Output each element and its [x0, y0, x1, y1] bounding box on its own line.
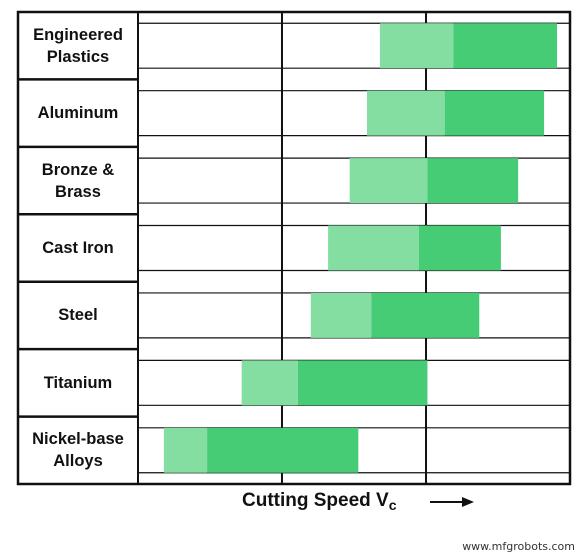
x-axis-label-subscript: c — [388, 497, 397, 513]
chart-frame — [16, 10, 572, 486]
bar-light-0 — [379, 23, 454, 69]
bar-dark-4 — [371, 292, 480, 338]
outer-border — [16, 10, 572, 486]
row-label: Titanium — [43, 373, 113, 392]
bar-light-6 — [163, 427, 208, 473]
bar-light-2 — [349, 158, 428, 204]
bar-dark-5 — [297, 360, 428, 406]
bar-light-1 — [366, 90, 445, 136]
bar-dark-6 — [207, 427, 359, 473]
row-label: Bronze & Brass — [41, 160, 115, 201]
x-axis-label: Cutting Speed Vc — [242, 490, 397, 513]
row-label: Nickel-base Alloys — [32, 430, 124, 471]
row-label: Aluminum — [37, 104, 119, 123]
bar-light-3 — [328, 225, 419, 271]
bar-dark-3 — [418, 225, 501, 271]
bar-dark-2 — [427, 158, 519, 204]
bar-dark-1 — [444, 90, 545, 136]
row-label: Engineered Plastics — [33, 25, 123, 66]
row-label: Cast Iron — [42, 238, 114, 257]
bar-dark-0 — [453, 23, 558, 69]
bars — [163, 23, 558, 473]
bar-light-5 — [241, 360, 298, 406]
x-axis-label-text: Cutting Speed V — [242, 490, 389, 511]
watermark: www.mfgrobots.com — [462, 540, 575, 553]
bar-light-4 — [310, 292, 372, 338]
row-label: Steel — [58, 306, 98, 325]
axis-arrow-icon — [430, 497, 474, 507]
